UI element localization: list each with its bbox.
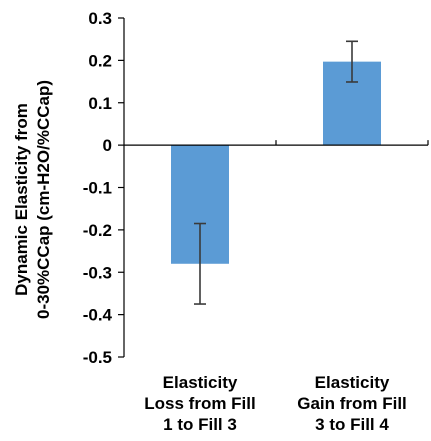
y-tick-label: -0.4: [83, 306, 113, 325]
y-axis-title-line: 0-30%CCap (cm-H2O/%CCap): [34, 80, 53, 319]
x-tick-label: Elasticity: [315, 373, 390, 392]
y-tick-label: 0.1: [88, 94, 112, 113]
y-tick-label: 0: [103, 136, 112, 155]
error-bars-group: [194, 40, 358, 305]
y-tick-label: -0.2: [83, 221, 112, 240]
y-axis-title: Dynamic Elasticity from 0-30%CCap (cm-H2O…: [12, 80, 53, 319]
y-tick-label: -0.3: [83, 263, 112, 282]
x-tick-label: Elasticity: [163, 373, 238, 392]
y-tick-label: 0.3: [88, 9, 112, 28]
y-tick-label: 0.2: [88, 51, 112, 70]
x-tick-label: Gain from Fill: [297, 394, 407, 413]
y-axis-title-line: Dynamic Elasticity from: [12, 103, 31, 296]
bars-group: [171, 61, 381, 264]
x-axis: [124, 140, 429, 146]
y-tick-label: -0.5: [83, 348, 112, 367]
x-tick-label: Loss from Fill: [144, 394, 255, 413]
x-tick-label: 3 to Fill 4: [315, 415, 389, 434]
y-axis: 0.3 0.2 0.1 0 -0.1 -0.2 -0.3 -0.4 -0.5: [83, 9, 125, 367]
x-tick-label: 1 to Fill 3: [163, 415, 237, 434]
y-tick-label: -0.1: [83, 179, 112, 198]
category-labels: Elasticity Loss from Fill 1 to Fill 3 Elast…: [144, 373, 407, 434]
